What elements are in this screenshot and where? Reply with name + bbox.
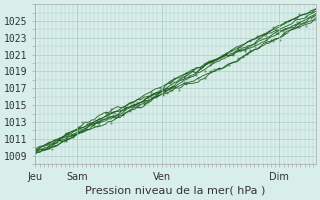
X-axis label: Pression niveau de la mer( hPa ): Pression niveau de la mer( hPa )	[85, 186, 266, 196]
